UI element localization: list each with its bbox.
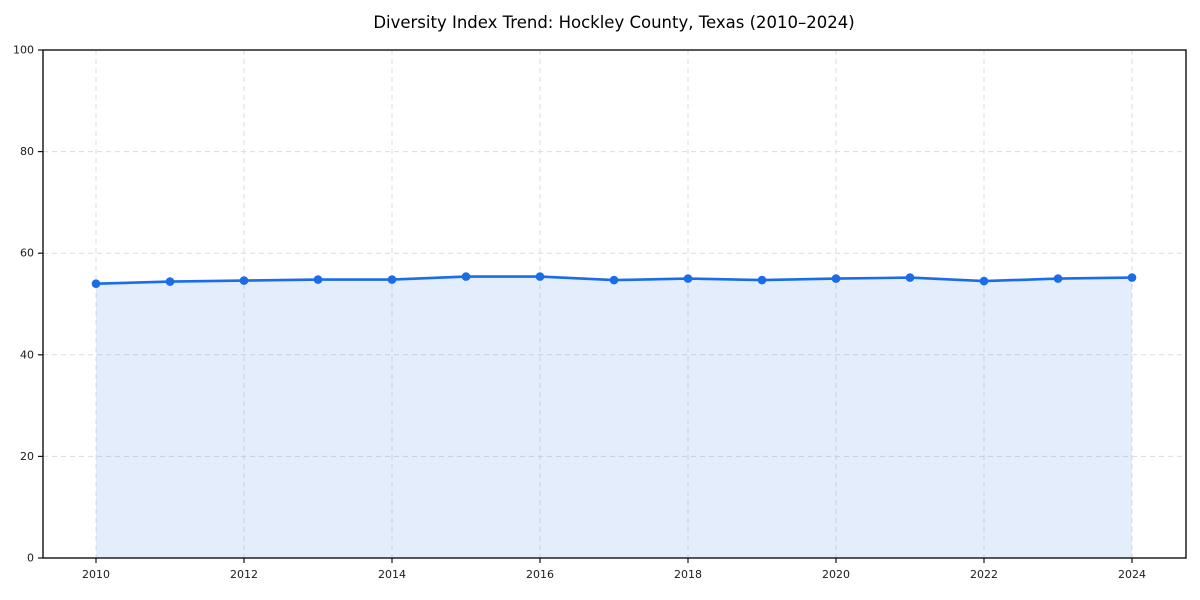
data-point <box>91 279 101 289</box>
data-point <box>387 275 397 284</box>
data-point <box>1127 273 1137 282</box>
plot-area: 2010 2012 2014 2016 2018 2020 2022 2024 0 20 40 60 8… <box>13 44 1187 581</box>
y-tick-label: 80 <box>20 145 34 158</box>
y-tick-label: 20 <box>20 450 34 463</box>
data-point <box>165 277 175 286</box>
data-point <box>609 275 619 285</box>
data-point <box>535 272 545 281</box>
x-tick-label: 2016 <box>526 568 554 581</box>
data-point <box>313 275 323 284</box>
data-point <box>757 275 767 285</box>
x-tick-label: 2024 <box>1118 568 1146 581</box>
x-tick-label: 2022 <box>970 568 998 581</box>
data-point <box>1053 274 1063 283</box>
x-tick-label: 2012 <box>230 568 258 581</box>
area-fill <box>96 276 1132 558</box>
y-tick-label: 60 <box>20 247 34 260</box>
y-tick-label: 100 <box>13 44 34 57</box>
data-point <box>461 272 471 281</box>
data-point <box>239 276 249 285</box>
data-point <box>831 274 841 283</box>
data-point <box>683 274 693 283</box>
y-tick-label: 0 <box>27 552 34 565</box>
x-tick-label: 2018 <box>674 568 702 581</box>
x-tick-label: 2014 <box>378 568 406 581</box>
data-point <box>979 276 989 286</box>
plot-frame <box>42 49 1187 559</box>
x-tick-label: 2020 <box>822 568 850 581</box>
data-point <box>905 273 915 282</box>
chart-title: Diversity Index Trend: Hockley County, T… <box>373 13 854 32</box>
y-tick-label: 40 <box>20 348 34 361</box>
x-tick-label: 2010 <box>82 568 110 581</box>
